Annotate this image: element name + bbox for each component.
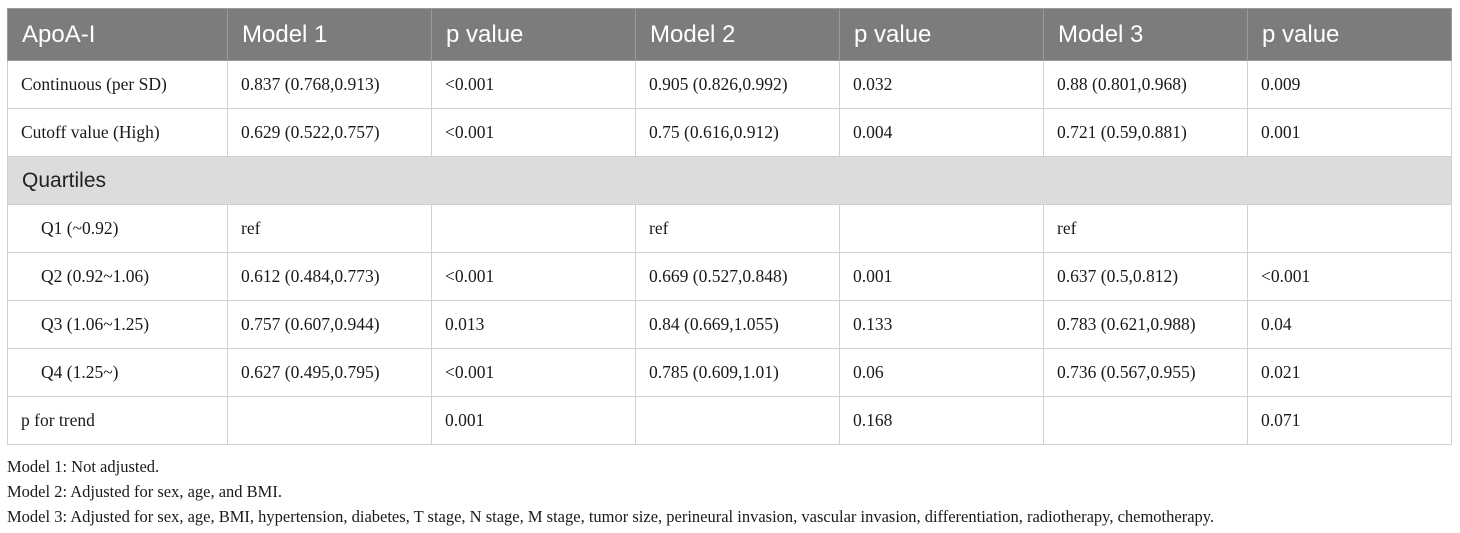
row-label: p for trend <box>7 396 228 445</box>
table-footnotes: Model 1: Not adjusted. Model 2: Adjusted… <box>7 454 1214 529</box>
table-cell: 0.032 <box>839 60 1044 109</box>
row-label: Q1 (~0.92) <box>7 204 228 253</box>
header-p-value-2: p value <box>839 8 1044 61</box>
table-cell: 0.75 (0.616,0.912) <box>635 108 840 157</box>
results-table-container: ApoA-I Model 1 p value Model 2 p value M… <box>7 8 1452 445</box>
table-cell: 0.669 (0.527,0.848) <box>635 252 840 301</box>
table-row-continuous: Continuous (per SD) 0.837 (0.768,0.913) … <box>7 60 1452 109</box>
header-p-value-1: p value <box>431 8 636 61</box>
table-cell: ref <box>635 204 840 253</box>
table-cell: 0.133 <box>839 300 1044 349</box>
regression-results-table: ApoA-I Model 1 p value Model 2 p value M… <box>7 8 1452 445</box>
header-model-1: Model 1 <box>227 8 432 61</box>
table-cell: 0.001 <box>431 396 636 445</box>
table-cell: <0.001 <box>431 108 636 157</box>
table-cell: 0.009 <box>1247 60 1452 109</box>
table-cell: 0.001 <box>839 252 1044 301</box>
table-cell: <0.001 <box>431 60 636 109</box>
header-model-3: Model 3 <box>1043 8 1248 61</box>
footnote-model-2: Model 2: Adjusted for sex, age, and BMI. <box>7 482 282 501</box>
table-cell: 0.06 <box>839 348 1044 397</box>
table-cell: <0.001 <box>1247 252 1452 301</box>
table-header-row: ApoA-I Model 1 p value Model 2 p value M… <box>7 8 1452 61</box>
table-cell: <0.001 <box>431 252 636 301</box>
table-cell: 0.721 (0.59,0.881) <box>1043 108 1248 157</box>
table-cell: 0.013 <box>431 300 636 349</box>
header-p-value-3: p value <box>1247 8 1452 61</box>
table-cell: 0.021 <box>1247 348 1452 397</box>
table-cell: 0.905 (0.826,0.992) <box>635 60 840 109</box>
table-row-trend: p for trend 0.001 0.168 0.071 <box>7 396 1452 445</box>
table-cell <box>431 204 636 253</box>
table-cell: 0.637 (0.5,0.812) <box>1043 252 1248 301</box>
row-label: Continuous (per SD) <box>7 60 228 109</box>
table-cell <box>227 396 432 445</box>
table-row-q4: Q4 (1.25~) 0.627 (0.495,0.795) <0.001 0.… <box>7 348 1452 397</box>
table-row-q2: Q2 (0.92~1.06) 0.612 (0.484,0.773) <0.00… <box>7 252 1452 301</box>
section-row-quartiles: Quartiles <box>7 156 1452 205</box>
table-row-cutoff: Cutoff value (High) 0.629 (0.522,0.757) … <box>7 108 1452 157</box>
table-row-q1: Q1 (~0.92) ref ref ref <box>7 204 1452 253</box>
table-cell <box>1043 396 1248 445</box>
table-cell: 0.001 <box>1247 108 1452 157</box>
table-cell: 0.84 (0.669,1.055) <box>635 300 840 349</box>
table-cell: 0.88 (0.801,0.968) <box>1043 60 1248 109</box>
row-label: Q4 (1.25~) <box>7 348 228 397</box>
row-label: Q2 (0.92~1.06) <box>7 252 228 301</box>
table-cell <box>1247 204 1452 253</box>
table-cell: 0.736 (0.567,0.955) <box>1043 348 1248 397</box>
table-cell: 0.627 (0.495,0.795) <box>227 348 432 397</box>
table-cell: <0.001 <box>431 348 636 397</box>
header-model-2: Model 2 <box>635 8 840 61</box>
table-row-q3: Q3 (1.06~1.25) 0.757 (0.607,0.944) 0.013… <box>7 300 1452 349</box>
table-cell: 0.168 <box>839 396 1044 445</box>
table-cell: 0.837 (0.768,0.913) <box>227 60 432 109</box>
section-label: Quartiles <box>7 156 1452 205</box>
table-cell: 0.783 (0.621,0.988) <box>1043 300 1248 349</box>
table-cell: ref <box>227 204 432 253</box>
table-cell: 0.629 (0.522,0.757) <box>227 108 432 157</box>
row-label: Cutoff value (High) <box>7 108 228 157</box>
footnote-model-1: Model 1: Not adjusted. <box>7 457 160 476</box>
header-apoa1: ApoA-I <box>7 8 228 61</box>
table-cell: 0.04 <box>1247 300 1452 349</box>
table-cell: 0.004 <box>839 108 1044 157</box>
table-cell: ref <box>1043 204 1248 253</box>
table-cell <box>635 396 840 445</box>
footnote-model-3: Model 3: Adjusted for sex, age, BMI, hyp… <box>7 507 1215 526</box>
table-cell: 0.071 <box>1247 396 1452 445</box>
table-cell: 0.757 (0.607,0.944) <box>227 300 432 349</box>
table-cell: 0.785 (0.609,1.01) <box>635 348 840 397</box>
table-cell: 0.612 (0.484,0.773) <box>227 252 432 301</box>
table-cell <box>839 204 1044 253</box>
row-label: Q3 (1.06~1.25) <box>7 300 228 349</box>
